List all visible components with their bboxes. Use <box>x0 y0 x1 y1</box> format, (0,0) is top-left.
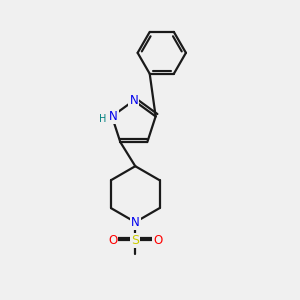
Text: O: O <box>153 234 163 247</box>
Text: S: S <box>131 234 139 247</box>
Text: O: O <box>108 234 117 247</box>
Text: N: N <box>131 216 140 229</box>
Text: H: H <box>99 114 106 124</box>
Text: N: N <box>129 94 138 107</box>
Text: N: N <box>109 110 118 123</box>
